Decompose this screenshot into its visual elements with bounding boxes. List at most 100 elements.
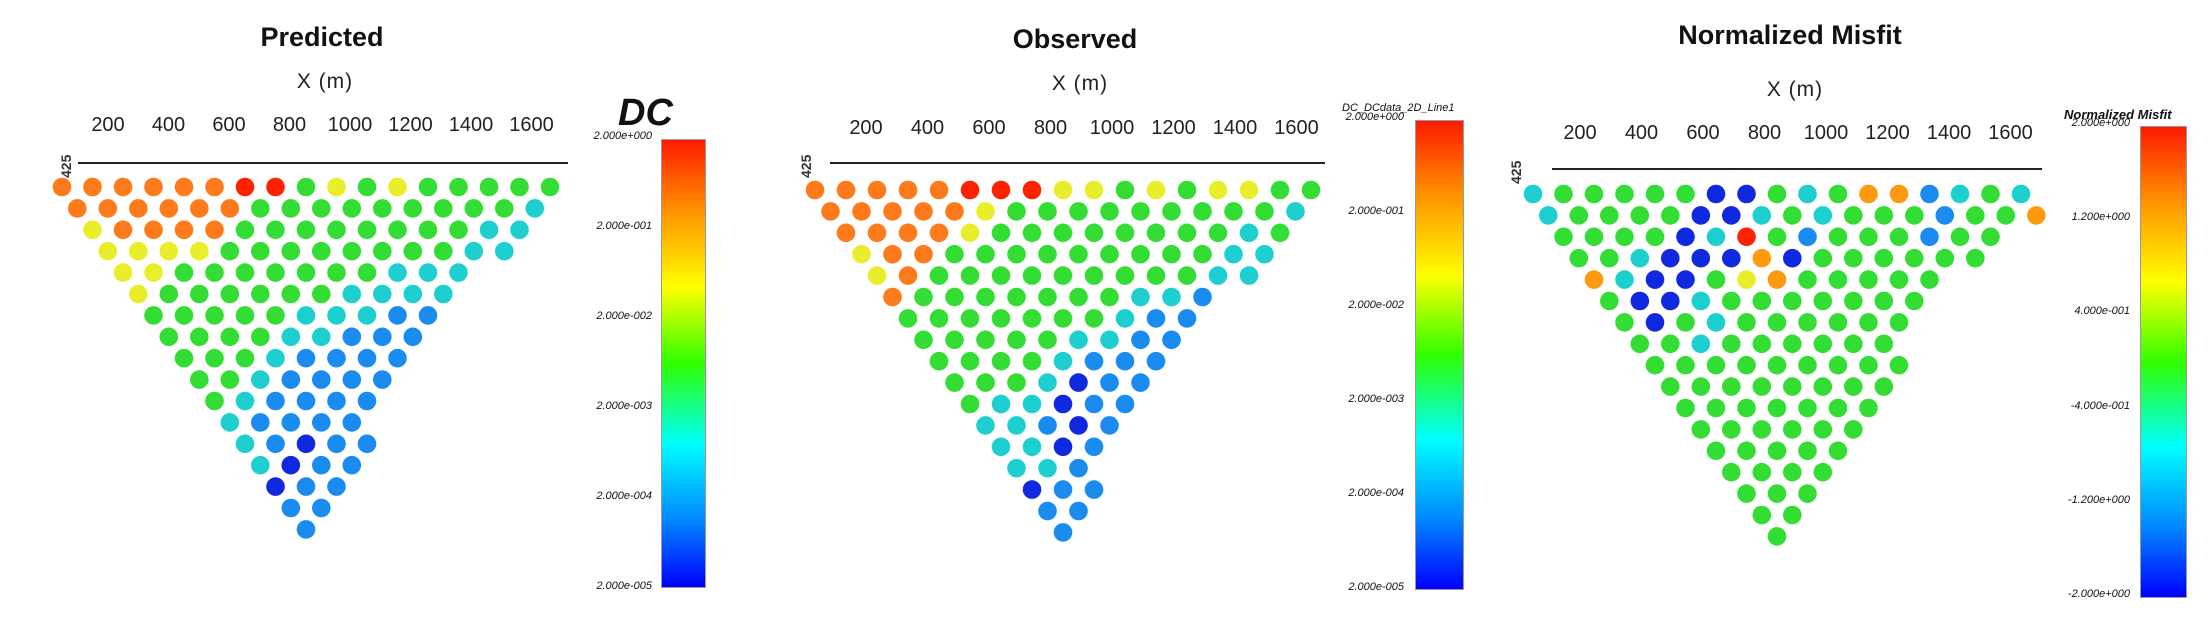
- data-point: [1752, 291, 1772, 311]
- data-point: [205, 391, 224, 411]
- data-point: [1115, 266, 1135, 285]
- data-point: [312, 284, 331, 304]
- data-point: [449, 220, 468, 240]
- data-point: [1584, 227, 1604, 247]
- data-point: [388, 306, 407, 325]
- data-point: [281, 199, 301, 218]
- data-point: [1737, 184, 1756, 204]
- data-point: [867, 223, 887, 243]
- data-point: [1966, 248, 1985, 268]
- data-point: [250, 413, 270, 432]
- x-tick-label: 1200: [1865, 122, 1910, 144]
- data-point: [1084, 351, 1104, 371]
- data-point: [929, 180, 949, 200]
- colorbar-tick-label: 2.000e-004: [596, 490, 652, 502]
- data-point: [327, 434, 346, 454]
- data-point: [1859, 355, 1878, 375]
- data-point: [1177, 309, 1197, 328]
- data-point: [1874, 291, 1894, 311]
- data-point: [976, 202, 995, 221]
- data-point: [1828, 441, 1848, 461]
- data-point: [1146, 223, 1166, 243]
- data-point: [220, 370, 240, 389]
- data-point: [1022, 437, 1042, 457]
- data-point: [1783, 248, 1802, 268]
- data-point: [266, 306, 285, 325]
- data-point: [1115, 223, 1135, 243]
- colorbar-tick-label: 2.000e-003: [1348, 393, 1404, 405]
- data-point: [1859, 270, 1878, 289]
- data-point: [342, 370, 362, 389]
- data-point: [1661, 291, 1680, 311]
- data-point: [1038, 330, 1057, 350]
- data-point: [357, 177, 377, 197]
- data-point: [1783, 291, 1802, 311]
- data-point: [1100, 287, 1119, 307]
- data-point: [1007, 202, 1026, 221]
- data-point: [1069, 244, 1088, 264]
- data-point: [1889, 355, 1909, 375]
- x-tick-label: 1400: [1926, 122, 1972, 144]
- data-point: [1193, 202, 1212, 221]
- data-point: [205, 348, 224, 368]
- colorbar: [1415, 120, 1464, 590]
- data-point: [1722, 462, 1741, 482]
- data-point: [1208, 266, 1228, 285]
- data-point: [190, 284, 209, 304]
- data-point: [357, 348, 377, 368]
- data-point: [2027, 206, 2046, 225]
- data-point: [388, 220, 407, 240]
- data-point: [113, 263, 133, 282]
- data-point: [449, 177, 468, 197]
- data-point: [1859, 398, 1878, 418]
- data-point: [403, 241, 423, 261]
- data-point: [1131, 244, 1150, 264]
- data-point: [327, 391, 346, 411]
- data-point: [852, 202, 871, 221]
- data-point: [1146, 351, 1166, 371]
- data-point: [1691, 291, 1711, 311]
- data-point: [403, 284, 423, 304]
- data-point: [1691, 420, 1711, 439]
- data-point: [1706, 227, 1726, 247]
- data-point: [1798, 270, 1817, 289]
- data-point: [296, 520, 316, 539]
- data-point: [266, 434, 285, 454]
- data-point: [1950, 184, 1970, 204]
- data-point: [312, 199, 331, 218]
- data-point: [945, 373, 964, 392]
- data-point: [1996, 206, 2016, 225]
- data-point: [960, 351, 980, 371]
- data-point: [960, 309, 980, 328]
- data-point: [98, 241, 118, 261]
- data-point: [1645, 355, 1665, 375]
- colorbar-tick-label: 2.000e-005: [596, 580, 652, 592]
- data-point: [1981, 227, 2000, 247]
- data-point: [1828, 398, 1848, 418]
- panel-title: Predicted: [260, 22, 384, 52]
- data-point: [373, 370, 392, 389]
- data-point: [388, 177, 407, 197]
- data-point: [1798, 184, 1817, 204]
- data-point: [1239, 266, 1259, 285]
- x-tick-label: 800: [1033, 117, 1068, 139]
- data-point: [1615, 313, 1634, 332]
- data-point: [1007, 287, 1026, 307]
- data-point: [1813, 334, 1833, 354]
- data-point: [1645, 227, 1665, 247]
- data-point: [327, 263, 346, 282]
- data-point: [1676, 398, 1695, 418]
- data-point: [914, 244, 933, 264]
- data-point: [1069, 202, 1088, 221]
- data-point: [342, 284, 362, 304]
- data-point: [1752, 334, 1772, 354]
- data-point: [1038, 416, 1057, 435]
- data-point: [342, 413, 362, 432]
- data-point: [281, 284, 301, 304]
- data-point: [1691, 377, 1711, 396]
- data-point: [327, 348, 346, 368]
- data-point: [235, 306, 255, 325]
- data-point: [883, 287, 902, 307]
- data-point: [1600, 206, 1619, 225]
- data-point: [1100, 416, 1119, 435]
